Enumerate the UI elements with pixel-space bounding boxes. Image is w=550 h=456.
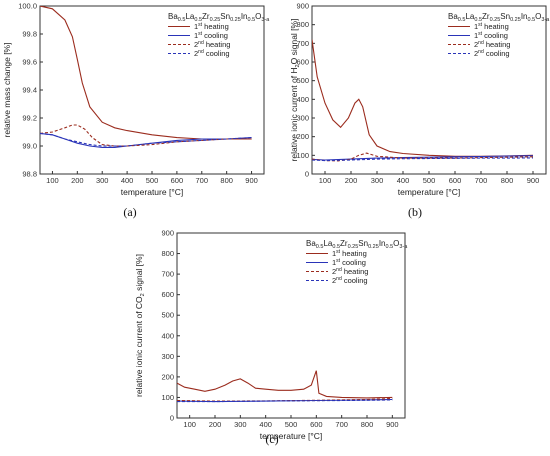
plot-frame (311, 5, 547, 175)
y-axis-label: relative mass change [%] (2, 43, 12, 138)
legend-label: 1st cooling (194, 31, 228, 40)
x-axis-label: temperature [°C] (398, 187, 460, 197)
legend-label: 2nd cooling (194, 49, 230, 58)
y-tick-label: 500 (296, 76, 309, 85)
x-tick-label: 400 (259, 420, 272, 429)
series-line-4 (40, 132, 252, 147)
panel-label: (c) (265, 432, 278, 446)
legend-label: 2nd cooling (474, 49, 510, 58)
y-tick-label: 800 (161, 249, 174, 258)
legend-title: Ba0.5La0.5Zr0.25Sn0.25In0.5O3-a (448, 12, 550, 23)
x-tick-label: 500 (285, 420, 298, 429)
y-tick-label: 100 (296, 151, 309, 160)
x-tick-label: 300 (371, 176, 384, 185)
legend-title: Ba0.5La0.5Zr0.25Sn0.25In0.5O3-a (168, 12, 270, 23)
series-line-2 (312, 155, 534, 161)
legend-label: 2nd heating (474, 40, 510, 49)
y-tick-label: 600 (161, 290, 174, 299)
y-tick-label: 100.0 (18, 2, 37, 11)
x-axis-label: temperature [°C] (260, 431, 322, 441)
plot-frame (39, 5, 265, 175)
series-line-1 (40, 6, 252, 140)
x-tick-label: 700 (196, 176, 209, 185)
legend-label: 1st heating (474, 22, 509, 31)
y-tick-label: 98.8 (22, 170, 37, 179)
y-axis-label: relative ionic current of H2O signal [%] (289, 19, 301, 162)
x-tick-label: 500 (423, 176, 436, 185)
x-tick-label: 600 (449, 176, 462, 185)
series-line-1 (177, 370, 393, 399)
x-tick-label: 700 (335, 420, 348, 429)
series-line-3 (177, 397, 393, 402)
legend-label: 1st cooling (474, 31, 508, 40)
x-tick-label: 200 (209, 420, 222, 429)
y-axis-label: relative ionic current of CO2 signal [%] (134, 254, 146, 397)
y-tick-label: 900 (296, 2, 309, 11)
x-tick-label: 200 (71, 176, 84, 185)
y-tick-label: 800 (296, 20, 309, 29)
y-tick-label: 300 (161, 352, 174, 361)
x-tick-label: 100 (46, 176, 59, 185)
x-tick-label: 100 (183, 420, 196, 429)
y-tick-label: 99.2 (22, 114, 37, 123)
legend-label: 2nd heating (194, 40, 230, 49)
series-line-4 (177, 399, 393, 403)
y-tick-label: 0 (305, 170, 309, 179)
legend-label: 1st cooling (332, 258, 366, 267)
series-line-4 (312, 157, 534, 162)
panel-label: (b) (408, 205, 422, 219)
x-tick-label: 400 (121, 176, 134, 185)
x-tick-label: 200 (345, 176, 358, 185)
y-tick-label: 0 (170, 414, 174, 423)
y-tick-label: 200 (161, 372, 174, 381)
x-tick-label: 900 (527, 176, 540, 185)
y-tick-label: 600 (296, 58, 309, 67)
x-tick-label: 400 (397, 176, 410, 185)
chart-panel-2: 100 200 300 400 500 600 700 800 900 0 100 200 300 400… (289, 2, 550, 220)
y-tick-label: 400 (296, 95, 309, 104)
y-tick-label: 700 (296, 39, 309, 48)
x-tick-label: 800 (220, 176, 233, 185)
y-tick-label: 99.0 (22, 142, 37, 151)
x-tick-label: 300 (96, 176, 109, 185)
series-line-3 (40, 124, 252, 147)
y-tick-label: 100 (161, 393, 174, 402)
chart-panel-3: 100 200 300 400 500 600 700 800 900 0 100 200 300 400… (134, 229, 408, 447)
y-tick-label: 300 (296, 114, 309, 123)
panel-label: (a) (123, 205, 136, 219)
y-tick-label: 500 (161, 311, 174, 320)
x-tick-label: 600 (310, 420, 323, 429)
x-tick-label: 900 (245, 176, 258, 185)
x-tick-label: 700 (475, 176, 488, 185)
x-tick-label: 100 (319, 176, 332, 185)
x-tick-label: 600 (171, 176, 184, 185)
legend-label: 1st heating (332, 249, 367, 258)
legend-title: Ba0.5La0.5Zr0.25Sn0.25In0.5O3-a (306, 239, 408, 250)
legend-label: 1st heating (194, 22, 229, 31)
y-tick-label: 99.4 (22, 86, 37, 95)
legend-label: 2nd heating (332, 267, 368, 276)
chart-panel-1: 100 200 300 400 500 600 700 800 900 98.8 99.0 99.2 9… (2, 2, 270, 220)
x-tick-label: 300 (234, 420, 247, 429)
x-tick-label: 800 (501, 176, 514, 185)
series-line-3 (312, 152, 534, 162)
legend-label: 2nd cooling (332, 276, 368, 285)
x-tick-label: 500 (146, 176, 159, 185)
x-tick-label: 900 (386, 420, 399, 429)
y-tick-label: 99.8 (22, 30, 37, 39)
y-tick-label: 99.6 (22, 58, 37, 67)
y-tick-label: 700 (161, 270, 174, 279)
x-axis-label: temperature [°C] (121, 187, 183, 197)
y-tick-label: 400 (161, 331, 174, 340)
x-tick-label: 800 (361, 420, 374, 429)
y-tick-label: 200 (296, 132, 309, 141)
y-tick-label: 900 (161, 229, 174, 238)
